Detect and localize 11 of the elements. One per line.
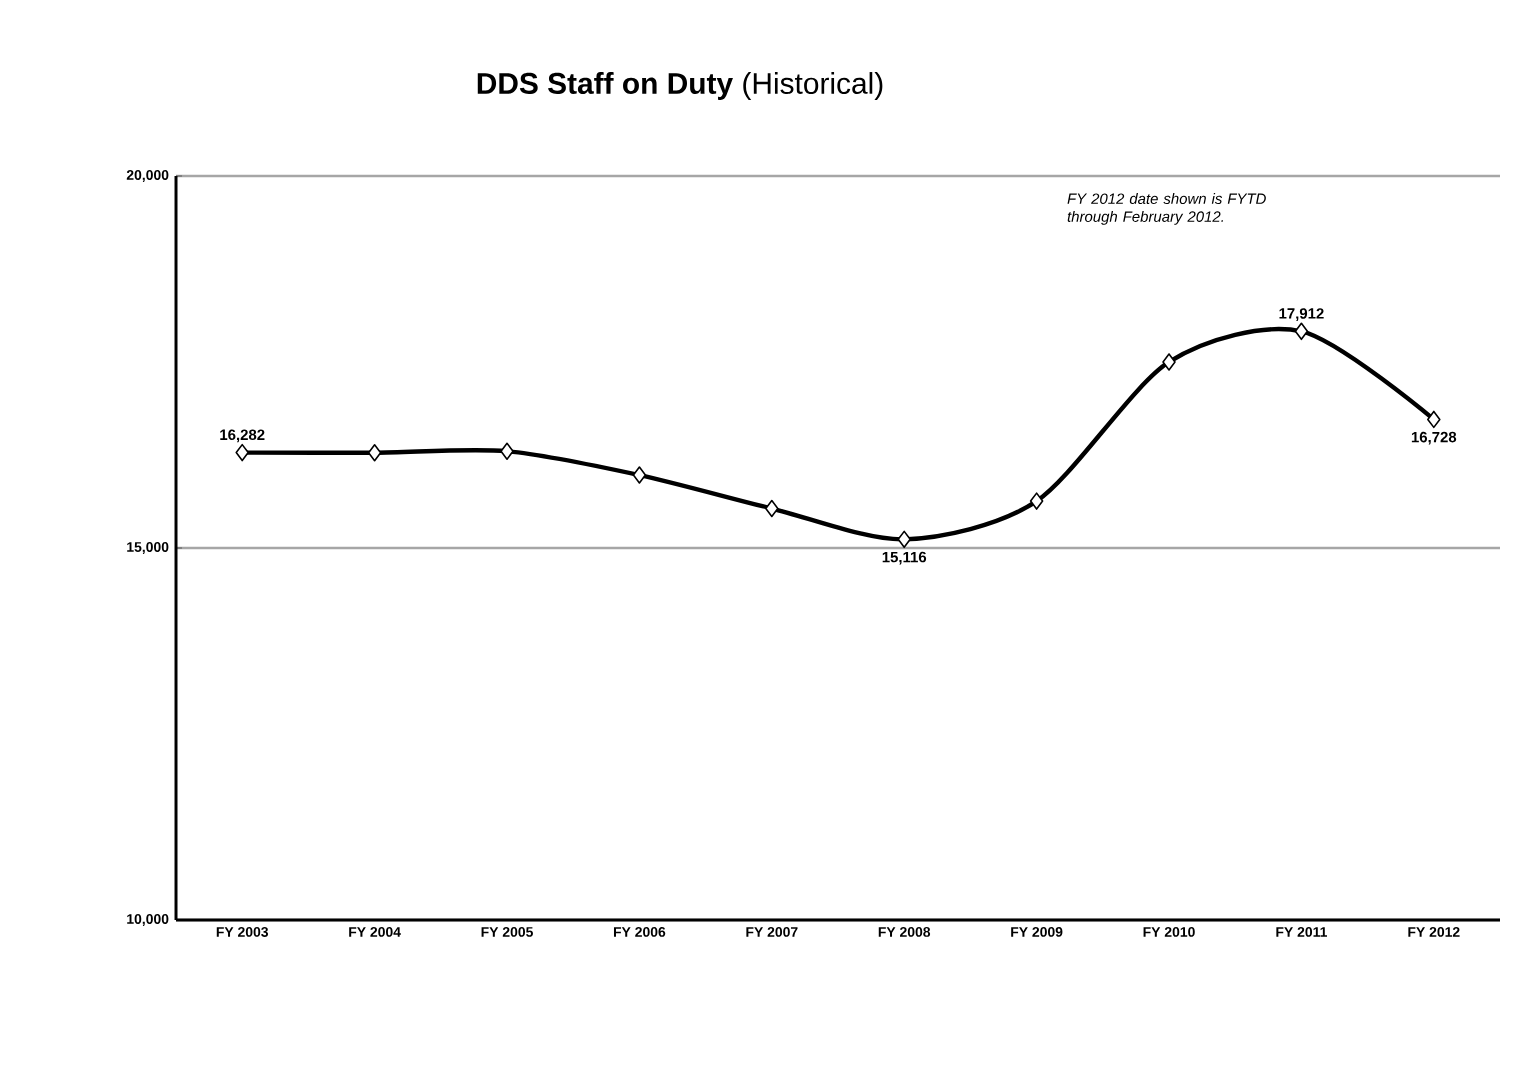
point (765, 499, 779, 518)
point (500, 442, 514, 461)
point (367, 443, 382, 462)
point (1427, 410, 1441, 429)
point (235, 443, 249, 462)
point (1294, 322, 1309, 341)
point (632, 466, 647, 484)
point (897, 530, 911, 549)
point (1029, 492, 1044, 510)
point (1162, 353, 1176, 371)
chart-title: DDS Staff on Duty (Historical) (477, 72, 883, 100)
